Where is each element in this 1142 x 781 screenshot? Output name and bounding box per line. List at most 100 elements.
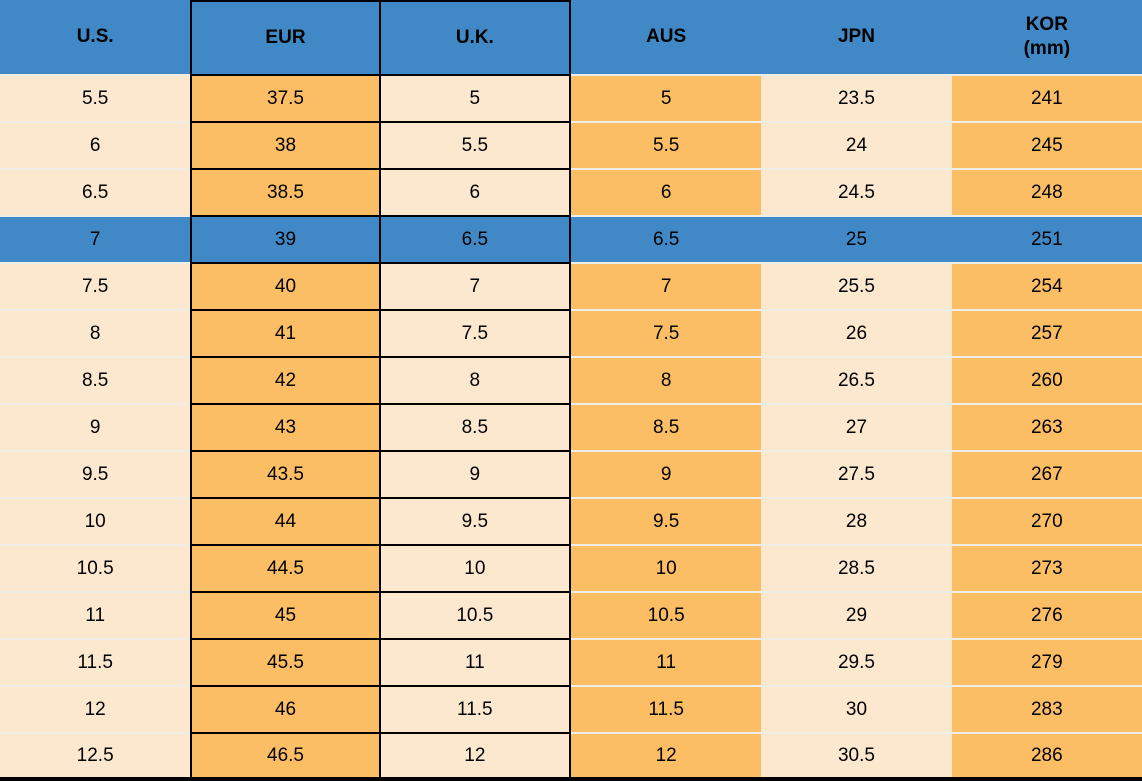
cell-uk: 5.5 (380, 123, 571, 170)
cell-kor: 273 (951, 546, 1142, 593)
table-row: 11 45 10.5 10.5 29 276 (0, 593, 1142, 640)
header-kor: KOR (mm) (951, 0, 1142, 76)
cell-jpn: 26 (761, 311, 952, 358)
table-row-highlighted: 7 39 6.5 6.5 25 251 (0, 217, 1142, 264)
header-row: U.S. EUR U.K. AUS JPN KOR (mm) (0, 0, 1142, 76)
table-row: 12 46 11.5 11.5 30 283 (0, 687, 1142, 734)
cell-jpn: 28 (761, 499, 952, 546)
cell-eur: 40 (190, 264, 381, 311)
header-jpn-label: JPN (837, 26, 875, 48)
cell-us: 8 (0, 311, 191, 358)
cell-jpn: 29.5 (761, 640, 952, 687)
cell-us: 6 (0, 123, 191, 170)
cell-us: 12.5 (0, 734, 191, 781)
header-aus: AUS (570, 0, 762, 76)
table-header: U.S. EUR U.K. AUS JPN KOR (mm) (0, 0, 1142, 76)
cell-kor: 276 (951, 593, 1142, 640)
cell-aus: 9 (570, 452, 762, 499)
cell-us: 6.5 (0, 170, 191, 217)
header-kor-label: KOR (1025, 14, 1068, 36)
cell-aus: 9.5 (570, 499, 762, 546)
cell-jpn: 25 (761, 217, 952, 264)
cell-eur: 43 (190, 405, 381, 452)
cell-us: 12 (0, 687, 191, 734)
header-us-label: U.S. (76, 26, 114, 48)
cell-kor: 263 (951, 405, 1142, 452)
cell-eur: 39 (190, 217, 381, 264)
header-uk: U.K. (380, 0, 571, 76)
cell-uk: 6.5 (380, 217, 571, 264)
cell-kor: 279 (951, 640, 1142, 687)
cell-aus: 12 (570, 734, 762, 781)
header-kor-unit: (mm) (1023, 38, 1071, 59)
cell-kor: 286 (951, 734, 1142, 781)
cell-jpn: 30 (761, 687, 952, 734)
cell-eur: 43.5 (190, 452, 381, 499)
cell-kor: 241 (951, 76, 1142, 123)
table-row: 12.5 46.5 12 12 30.5 286 (0, 734, 1142, 781)
cell-jpn: 27 (761, 405, 952, 452)
cell-aus: 10 (570, 546, 762, 593)
table-row: 6.5 38.5 6 6 24.5 248 (0, 170, 1142, 217)
cell-aus: 11 (570, 640, 762, 687)
cell-us: 9 (0, 405, 191, 452)
cell-jpn: 27.5 (761, 452, 952, 499)
cell-uk: 12 (380, 734, 571, 781)
cell-uk: 5 (380, 76, 571, 123)
cell-jpn: 23.5 (761, 76, 952, 123)
cell-aus: 8.5 (570, 405, 762, 452)
cell-jpn: 25.5 (761, 264, 952, 311)
cell-us: 8.5 (0, 358, 191, 405)
cell-jpn: 24 (761, 123, 952, 170)
header-uk-label: U.K. (455, 27, 494, 49)
cell-eur: 45 (190, 593, 381, 640)
cell-aus: 6.5 (570, 217, 762, 264)
cell-uk: 7.5 (380, 311, 571, 358)
cell-aus: 11.5 (570, 687, 762, 734)
cell-us: 10.5 (0, 546, 191, 593)
cell-us: 9.5 (0, 452, 191, 499)
cell-uk: 10 (380, 546, 571, 593)
table-row: 10 44 9.5 9.5 28 270 (0, 499, 1142, 546)
cell-aus: 6 (570, 170, 762, 217)
table-body: 5.5 37.5 5 5 23.5 241 6 38 5.5 5.5 24 245 6.5 38.5 6 6 2… (0, 76, 1142, 781)
cell-eur: 46 (190, 687, 381, 734)
table-row: 8 41 7.5 7.5 26 257 (0, 311, 1142, 358)
cell-eur: 44 (190, 499, 381, 546)
cell-kor: 254 (951, 264, 1142, 311)
cell-uk: 11.5 (380, 687, 571, 734)
cell-kor: 257 (951, 311, 1142, 358)
cell-kor: 270 (951, 499, 1142, 546)
cell-us: 7 (0, 217, 191, 264)
table-row: 10.5 44.5 10 10 28.5 273 (0, 546, 1142, 593)
cell-kor: 251 (951, 217, 1142, 264)
cell-uk: 10.5 (380, 593, 571, 640)
cell-us: 11.5 (0, 640, 191, 687)
header-aus-label: AUS (646, 26, 687, 48)
table-row: 5.5 37.5 5 5 23.5 241 (0, 76, 1142, 123)
cell-aus: 5.5 (570, 123, 762, 170)
cell-kor: 245 (951, 123, 1142, 170)
table-row: 8.5 42 8 8 26.5 260 (0, 358, 1142, 405)
table-row: 9 43 8.5 8.5 27 263 (0, 405, 1142, 452)
header-eur-label: EUR (265, 27, 306, 49)
table-row: 6 38 5.5 5.5 24 245 (0, 123, 1142, 170)
cell-uk: 8 (380, 358, 571, 405)
cell-eur: 38.5 (190, 170, 381, 217)
cell-jpn: 26.5 (761, 358, 952, 405)
cell-us: 10 (0, 499, 191, 546)
cell-jpn: 24.5 (761, 170, 952, 217)
cell-eur: 41 (190, 311, 381, 358)
cell-eur: 37.5 (190, 76, 381, 123)
cell-us: 5.5 (0, 76, 191, 123)
cell-eur: 42 (190, 358, 381, 405)
cell-uk: 8.5 (380, 405, 571, 452)
cell-uk: 11 (380, 640, 571, 687)
cell-aus: 5 (570, 76, 762, 123)
cell-jpn: 28.5 (761, 546, 952, 593)
cell-us: 11 (0, 593, 191, 640)
cell-eur: 45.5 (190, 640, 381, 687)
table-row: 7.5 40 7 7 25.5 254 (0, 264, 1142, 311)
table-row: 9.5 43.5 9 9 27.5 267 (0, 452, 1142, 499)
header-eur: EUR (190, 0, 381, 76)
